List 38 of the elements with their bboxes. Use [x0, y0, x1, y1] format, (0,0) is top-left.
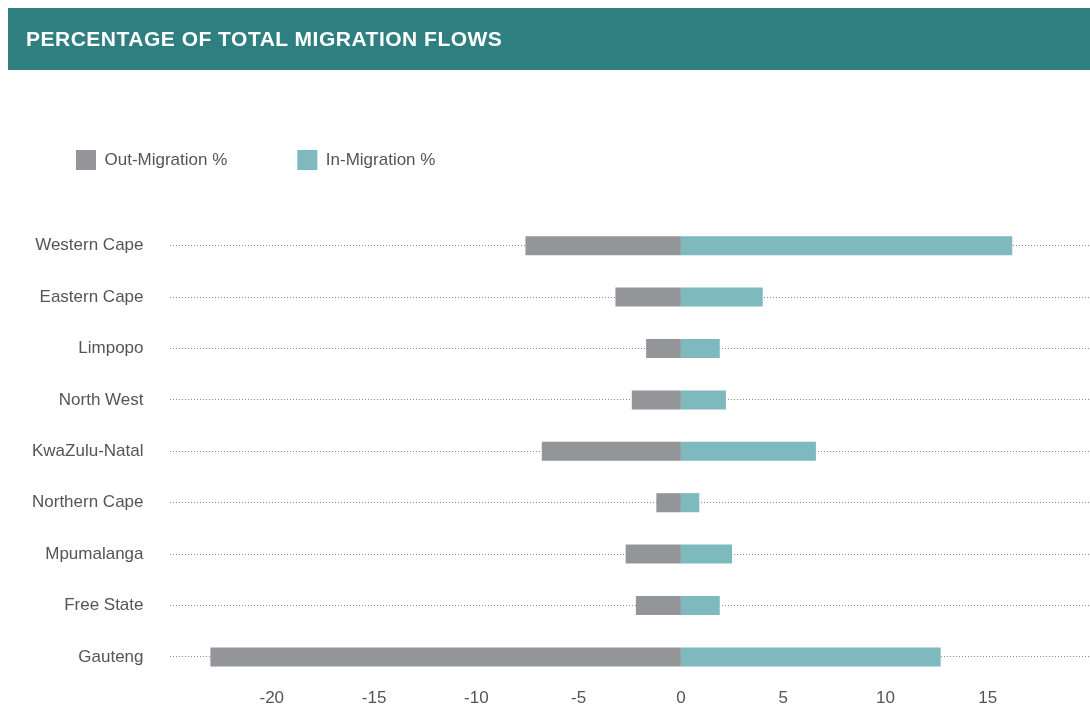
y-tick-label: Free State [64, 595, 144, 615]
y-tick-label: Mpumalanga [45, 543, 145, 563]
x-tick-label: 10 [875, 688, 895, 708]
x-tick-label: -20 [259, 688, 285, 708]
y-tick-label: North West [58, 389, 144, 409]
bar [680, 338, 720, 359]
bar [680, 493, 700, 513]
bar [525, 236, 681, 256]
y-tick-label: KwaZulu-Natal [32, 440, 144, 460]
x-tick-label: 0 [676, 688, 686, 708]
bar [680, 595, 720, 616]
bar [680, 390, 726, 410]
y-tick-label: Western Cape [35, 235, 144, 255]
y-tick-label: Eastern Cape [39, 286, 144, 306]
x-tick-label: 5 [778, 688, 788, 708]
x-tick-label: -5 [571, 688, 587, 708]
x-tick-label: -15 [361, 688, 387, 708]
bar [631, 390, 681, 410]
x-tick-label: 15 [978, 688, 998, 708]
bar [625, 544, 681, 564]
bar [635, 595, 681, 616]
x-tick-label: -10 [464, 688, 489, 708]
legend-label: Out-Migration % [104, 149, 228, 169]
bar [680, 287, 763, 307]
bar [656, 493, 681, 513]
y-tick-label: Gauteng [78, 646, 144, 666]
bar [541, 441, 681, 461]
legend-label: In-Migration % [325, 149, 436, 169]
y-tick-label: Northern Cape [31, 492, 144, 512]
bar [680, 544, 733, 564]
bar [680, 441, 816, 461]
bar [680, 236, 1013, 256]
bar [615, 287, 681, 307]
chart-title: PERCENTAGE OF TOTAL MIGRATION FLOWS [8, 8, 1090, 70]
bar [210, 647, 681, 667]
bar [646, 338, 681, 359]
y-tick-label: Limpopo [78, 338, 144, 358]
bar [680, 647, 941, 667]
